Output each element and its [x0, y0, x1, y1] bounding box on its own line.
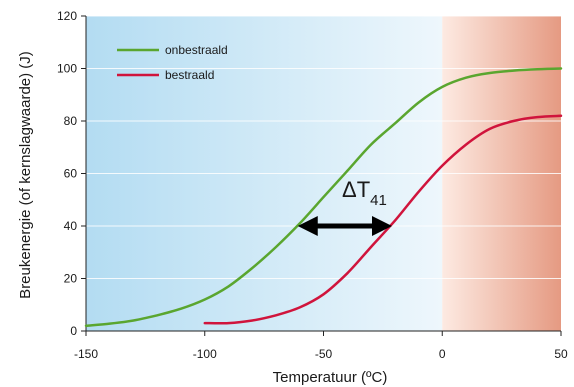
- y-axis-title: Breukenergie (of kernslagwaarde) (J): [17, 51, 34, 299]
- delta-t-annotation: ΔT41: [297, 177, 392, 236]
- y-tick-label: 120: [57, 9, 77, 23]
- y-tick-label: 40: [64, 219, 78, 233]
- y-tick-label: 0: [70, 324, 77, 338]
- y-tick-label: 100: [57, 62, 77, 76]
- tick-labels: 0 20 40 60 80 100 120 -150 -100 -50 0 50: [57, 9, 568, 361]
- x-tick-label: 0: [439, 347, 446, 361]
- grid-lines: [86, 15, 561, 279]
- delta-t-symbol: ΔT: [342, 177, 370, 202]
- y-tick-label: 80: [64, 114, 78, 128]
- delta-t-subscript: 41: [370, 192, 387, 209]
- axes: [81, 15, 562, 336]
- x-tick-label: -50: [315, 347, 333, 361]
- x-tick-label: 50: [554, 347, 568, 361]
- legend: onbestraald bestraald: [117, 43, 228, 82]
- y-tick-label: 60: [64, 167, 78, 181]
- legend-label-bestraald: bestraald: [165, 68, 214, 82]
- legend-label-onbestraald: onbestraald: [165, 43, 228, 57]
- delta-t-label: ΔT41: [342, 177, 387, 209]
- y-tick-label: 20: [64, 272, 78, 286]
- series-line-onbestraald: [84, 67, 563, 328]
- x-tick-label: -100: [193, 347, 217, 361]
- x-tick-label: -150: [74, 347, 98, 361]
- x-axis-title: Temperatuur (ºC): [273, 369, 388, 386]
